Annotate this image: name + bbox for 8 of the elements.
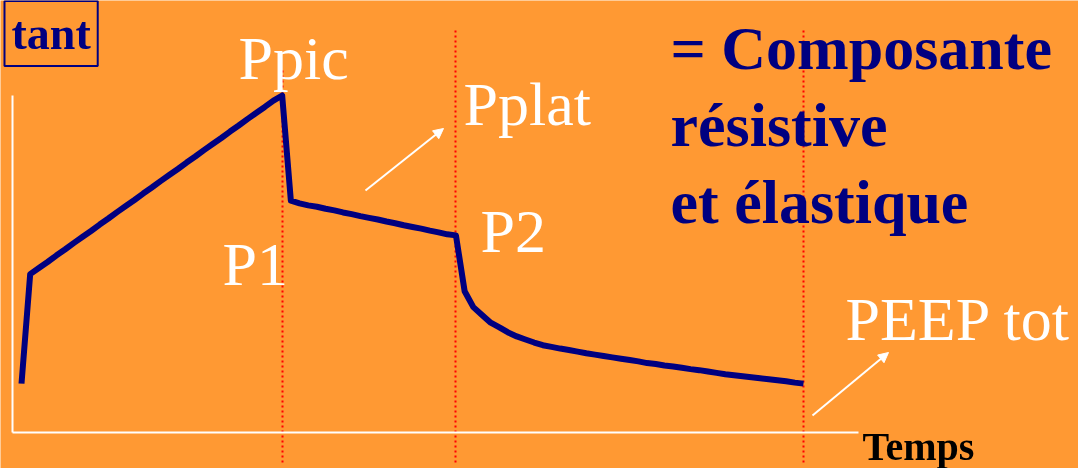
x-axis-title: Temps [862, 424, 975, 468]
text: tant [11, 8, 92, 59]
annotation: = Composante résistive et élastique [670, 13, 1053, 236]
annotation: Pplat [463, 69, 591, 138]
annotation: P2 [480, 196, 546, 265]
text: PEEP tot [845, 284, 1069, 353]
text: Ppic [238, 23, 349, 92]
annotation: P1 [222, 229, 288, 298]
